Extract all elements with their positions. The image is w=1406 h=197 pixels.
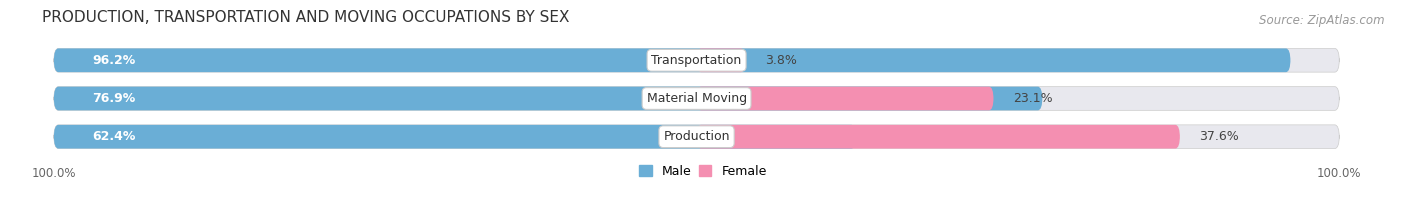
Text: Material Moving: Material Moving (647, 92, 747, 105)
Text: 37.6%: 37.6% (1199, 130, 1239, 143)
Text: Source: ZipAtlas.com: Source: ZipAtlas.com (1260, 14, 1385, 27)
Text: 96.2%: 96.2% (93, 54, 135, 67)
FancyBboxPatch shape (696, 125, 1180, 149)
FancyBboxPatch shape (53, 87, 1340, 110)
Text: 3.8%: 3.8% (765, 54, 797, 67)
FancyBboxPatch shape (53, 87, 1042, 110)
Text: Production: Production (664, 130, 730, 143)
FancyBboxPatch shape (53, 125, 856, 149)
Legend: Male, Female: Male, Female (640, 165, 766, 178)
FancyBboxPatch shape (53, 125, 1340, 149)
Text: PRODUCTION, TRANSPORTATION AND MOVING OCCUPATIONS BY SEX: PRODUCTION, TRANSPORTATION AND MOVING OC… (42, 10, 569, 25)
FancyBboxPatch shape (53, 48, 1291, 72)
FancyBboxPatch shape (696, 87, 994, 110)
FancyBboxPatch shape (696, 48, 745, 72)
FancyBboxPatch shape (53, 48, 1340, 72)
Text: 62.4%: 62.4% (93, 130, 136, 143)
Text: 23.1%: 23.1% (1012, 92, 1053, 105)
Text: 76.9%: 76.9% (93, 92, 135, 105)
Text: Transportation: Transportation (651, 54, 742, 67)
